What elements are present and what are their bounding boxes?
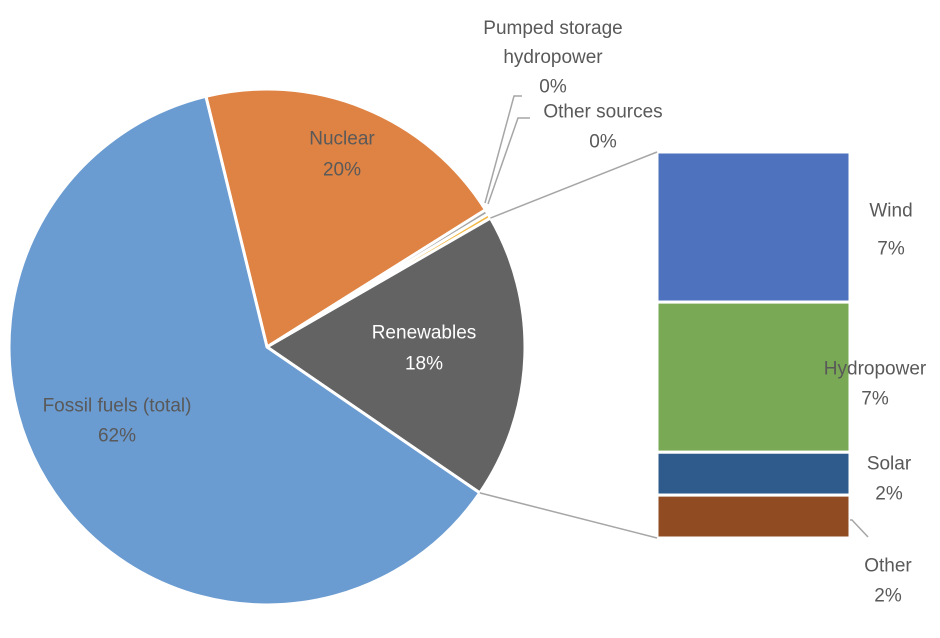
leader-line — [484, 95, 522, 204]
category-label: Pumped storage hydropower — [483, 18, 623, 68]
breakdown-bar — [655, 493, 852, 540]
breakdown-value-label: 7% — [861, 388, 889, 410]
pie-slice — [7, 94, 482, 607]
value-label: 0% — [539, 76, 567, 98]
breakdown-bar — [655, 450, 852, 497]
breakdown-bar — [655, 150, 852, 304]
leader-line — [487, 117, 530, 205]
category-label: Renewables — [371, 322, 477, 344]
pie-slice — [204, 87, 488, 350]
breakdown-value-label: 2% — [874, 585, 902, 607]
breakdown-label: Other — [864, 555, 912, 577]
pie-slice — [264, 216, 527, 495]
value-label: 20% — [322, 159, 362, 181]
breakdown-label: Solar — [866, 453, 912, 475]
value-label: 62% — [97, 425, 137, 447]
breakdown-value-label: 7% — [877, 238, 905, 260]
leader-line — [850, 519, 869, 538]
breakdown-bar — [655, 300, 852, 454]
category-label: Nuclear — [309, 128, 375, 150]
breakdown-value-label: 2% — [875, 483, 903, 505]
category-label: Other sources — [543, 101, 663, 123]
breakdown-label: Wind — [869, 200, 913, 222]
connector-line — [479, 492, 658, 539]
connector-line — [490, 151, 658, 219]
value-label: 18% — [404, 353, 444, 375]
value-label: 0% — [589, 131, 617, 153]
category-label: Fossil fuels (total) — [42, 395, 192, 417]
breakdown-label: Hydropower — [823, 358, 927, 380]
